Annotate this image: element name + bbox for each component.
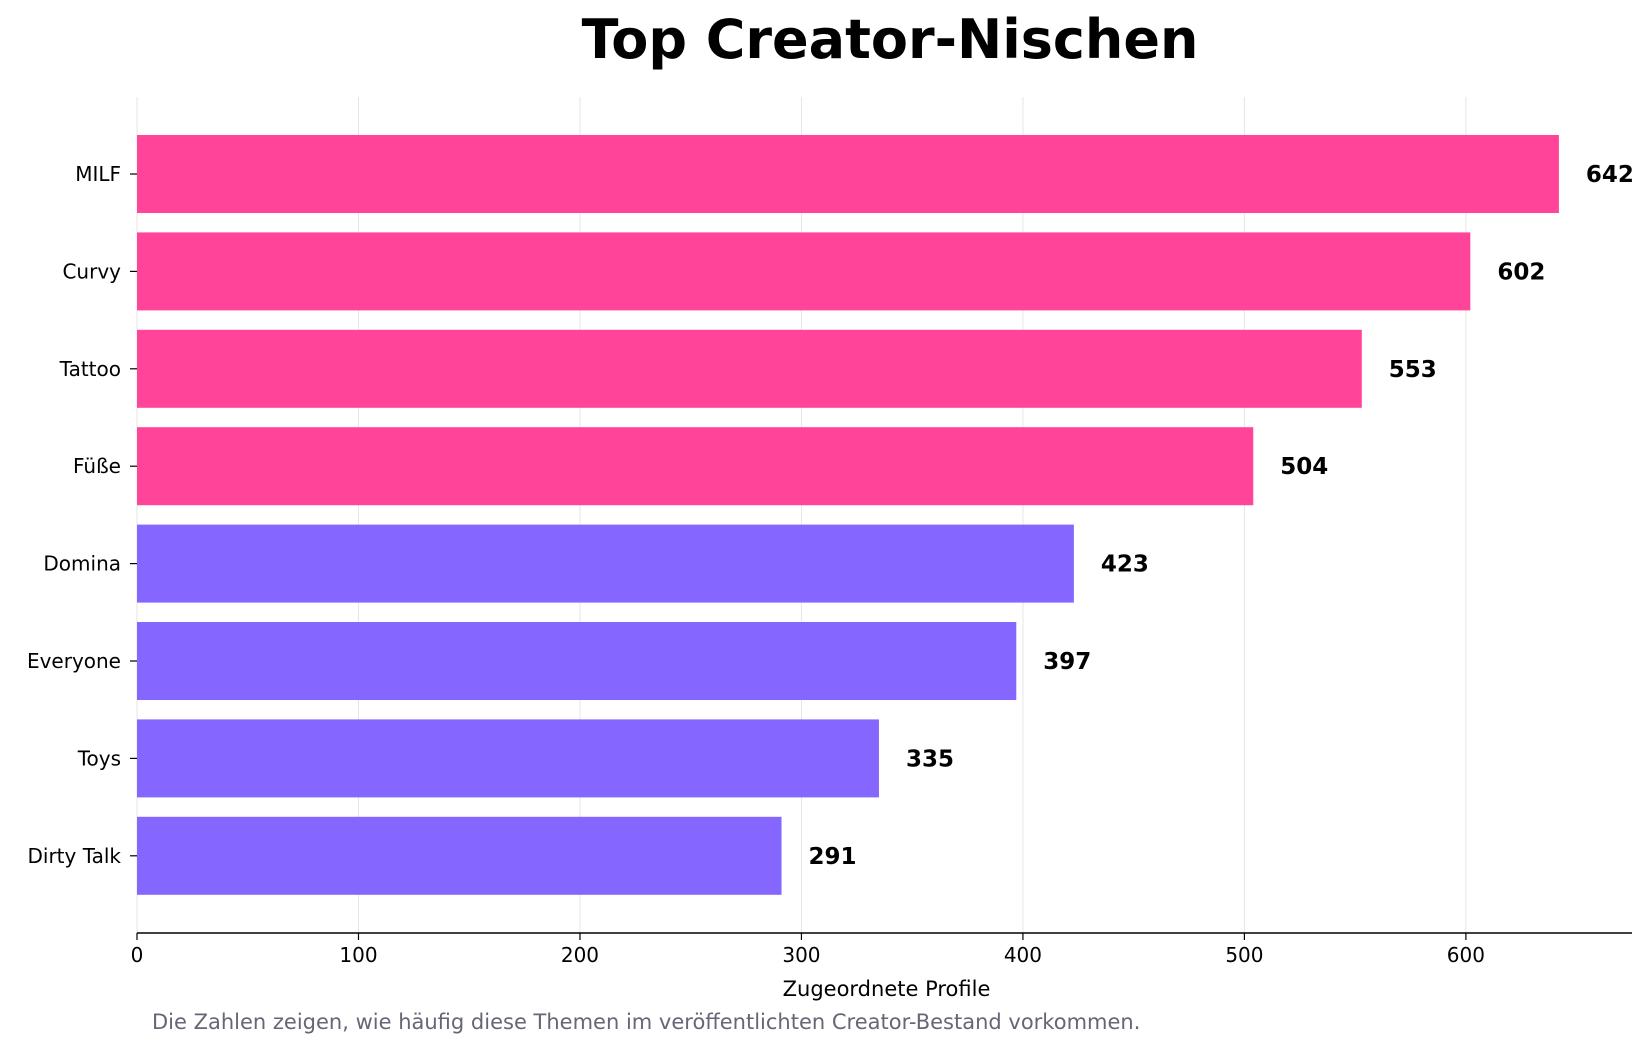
y-tick-label: MILF [75,162,121,186]
y-tick-label: Domina [43,552,121,576]
y-tick-label: Everyone [27,649,121,673]
bar [137,135,1559,213]
x-axis-label: Zugeordnete Profile [783,977,991,1001]
y-tick-label: Toys [77,746,121,770]
bar-value-label: 602 [1497,259,1545,285]
y-tick-label: Tattoo [59,357,121,381]
bar-value-label: 642 [1586,162,1634,188]
bar [137,427,1254,506]
x-tick-label: 100 [339,943,377,967]
bar [137,719,879,798]
y-tick-label: Dirty Talk [27,844,121,868]
y-tick-label: Füße [73,454,121,478]
chart-caption: Die Zahlen zeigen, wie häufig diese Them… [152,1010,1141,1034]
y-tick-label: Curvy [62,259,121,283]
x-tick-label: 500 [1225,943,1263,967]
bar-value-label: 291 [809,844,857,870]
chart-title: Top Creator-Nischen [581,8,1199,71]
x-tick-label: 600 [1447,943,1485,967]
x-tick-label: 0 [131,943,144,967]
bar-value-label: 553 [1389,357,1437,383]
bar [137,622,1017,700]
bar [137,232,1471,311]
x-tick-label: 400 [1004,943,1042,967]
bar-value-label: 335 [906,746,954,772]
x-tick-label: 300 [782,943,820,967]
bar [137,816,782,895]
bar-value-label: 504 [1280,454,1328,480]
bar-value-label: 423 [1101,552,1149,578]
bar [137,329,1362,408]
x-tick-label: 200 [561,943,599,967]
bar [137,524,1074,603]
bar-value-label: 397 [1043,649,1091,675]
